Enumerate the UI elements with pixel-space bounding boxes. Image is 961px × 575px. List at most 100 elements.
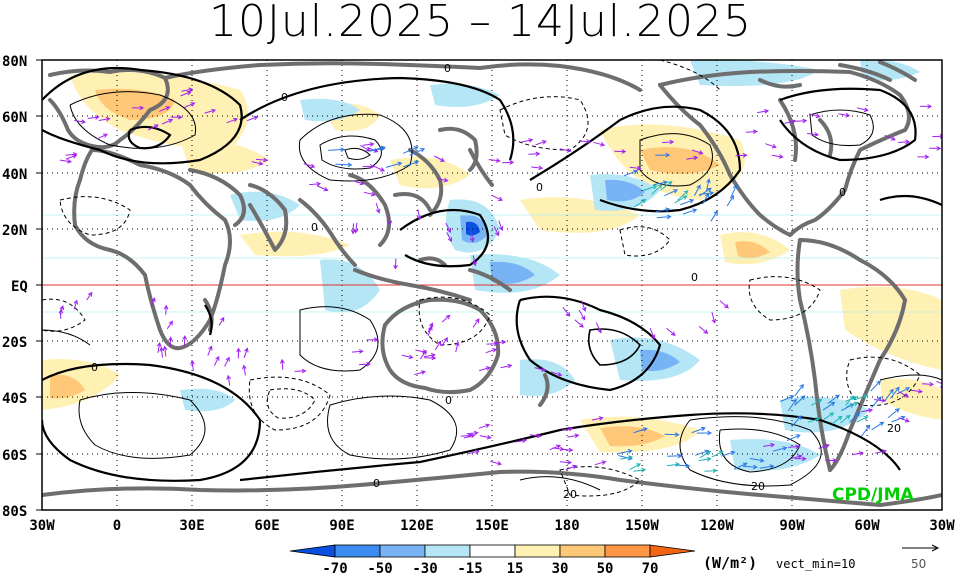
wind-vector-arrow (578, 139, 592, 144)
wind-vector-arrow (910, 388, 923, 394)
wind-vector-arrow (884, 388, 894, 402)
wind-vector-arrow (591, 416, 604, 421)
wind-vector-arrow (890, 386, 900, 399)
wind-vector-arrow (375, 202, 381, 214)
wind-vector-arrow (822, 401, 836, 411)
negative-contours (42, 60, 921, 497)
wind-vector-arrow (86, 291, 93, 301)
wind-vector-arrow (242, 364, 247, 376)
colorbar-tick: -30 (412, 561, 437, 575)
wind-vector-arrow (427, 325, 433, 337)
wind-vector-arrow (243, 347, 249, 359)
wind-vector-arrow (401, 354, 414, 360)
wind-vector-arrow (917, 154, 930, 160)
lon-label: 90W (779, 518, 805, 534)
wind-vector-arrow (436, 177, 449, 183)
lon-label: 30W (929, 518, 955, 534)
wind-vector-arrow (562, 306, 571, 317)
wind-vector-arrow (818, 443, 830, 449)
wind-vector-arrow (662, 139, 675, 145)
contour-label: 20 (563, 488, 577, 501)
wind-vector-arrow (73, 299, 79, 310)
colorbar-unit: (W/m²) (703, 554, 757, 572)
wind-vector-arrow (479, 434, 492, 440)
wind-vector-arrow (455, 341, 460, 353)
wind-vector-arrow (441, 337, 449, 347)
wind-vector-arrow (702, 192, 710, 205)
wind-vector-arrow (498, 220, 504, 232)
wind-vector-arrow (666, 327, 676, 336)
wind-vector-arrow (434, 155, 445, 162)
wind-vector-arrow (226, 374, 232, 386)
wind-vector-arrow (493, 226, 500, 237)
contour-label: 0 (444, 62, 451, 75)
wind-vector-arrow (898, 391, 910, 398)
wind-vector-arrow (614, 149, 627, 154)
contour-label: 0 (311, 221, 318, 234)
wind-vector-arrow (358, 361, 372, 367)
wind-vector-arrow (594, 460, 607, 466)
wind-vector-arrow (515, 438, 527, 443)
wind-vector-arrow (765, 143, 777, 149)
wind-vector-arrow (491, 195, 504, 201)
wind-vector-arrow (827, 394, 840, 404)
lon-label: 60W (854, 518, 880, 534)
wind-vector-arrow (561, 426, 574, 432)
lat-label: EQ (11, 279, 28, 295)
wind-vector-arrow (629, 165, 642, 171)
wind-vector-arrow (719, 300, 729, 309)
lon-label: 120W (700, 518, 734, 534)
wind-vector-arrow (693, 184, 701, 196)
wind-vector-arrow (745, 129, 758, 135)
wind-vector-arrow (362, 164, 375, 169)
wind-vector-arrow (655, 207, 671, 213)
wind-vector-arrow (549, 444, 561, 451)
height-contours (42, 66, 942, 491)
wind-vector-arrow (559, 460, 573, 465)
wind-vector-arrow (580, 300, 587, 312)
wind-vector-arrow (500, 363, 513, 369)
wind-vector-arrow (366, 337, 379, 343)
wind-vector-arrow (617, 449, 633, 455)
wind-vector-arrow (720, 450, 736, 457)
wind-vector-arrow (787, 398, 797, 412)
wind-vector-arrow (898, 417, 910, 423)
wind-vector-arrow (696, 430, 713, 436)
wind-vector-arrow (711, 311, 717, 324)
wind-vector-arrow (856, 416, 869, 423)
colorbar-tick: 50 (597, 561, 614, 575)
wind-vector-arrow (763, 442, 776, 448)
wind-vector-arrow (860, 424, 871, 437)
wind-vector-arrow (166, 320, 173, 330)
wind-vector-arrow (565, 464, 578, 471)
wind-vector-arrow (246, 115, 259, 122)
wind-vector-arrow (649, 328, 656, 340)
wind-vector-arrow (466, 430, 479, 436)
wind-vector-arrow (620, 455, 634, 460)
wind-vector-arrow (434, 340, 442, 351)
contour-label: 0 (91, 361, 98, 374)
wind-vector-arrow (698, 187, 712, 197)
wind-vector-arrow (810, 398, 823, 406)
wind-vector-arrow (823, 412, 835, 421)
wind-vector-arrow (677, 190, 689, 201)
wind-vector-arrow (490, 460, 502, 466)
wind-vector-arrow (351, 349, 364, 354)
wind-vector-arrow (463, 433, 476, 439)
wind-vector-arrow (771, 154, 784, 159)
wind-vector-arrow (871, 396, 882, 408)
wind-vector-arrow (150, 297, 156, 307)
lat-label: 20N (2, 223, 27, 239)
wind-vector-arrow (929, 145, 942, 151)
wind-vector-arrow (224, 356, 230, 367)
wind-vector-arrow (207, 345, 213, 356)
lat-label: 40S (2, 391, 27, 407)
wind-vector-arrow (667, 453, 683, 459)
colorbar-tick: 70 (642, 561, 659, 575)
contour-label: 0 (536, 181, 543, 194)
wind-vector-arrow (479, 366, 491, 372)
wind-vector-arrow (874, 398, 887, 403)
wind-vector-arrow (236, 347, 241, 359)
lon-label: 180 (554, 518, 579, 534)
